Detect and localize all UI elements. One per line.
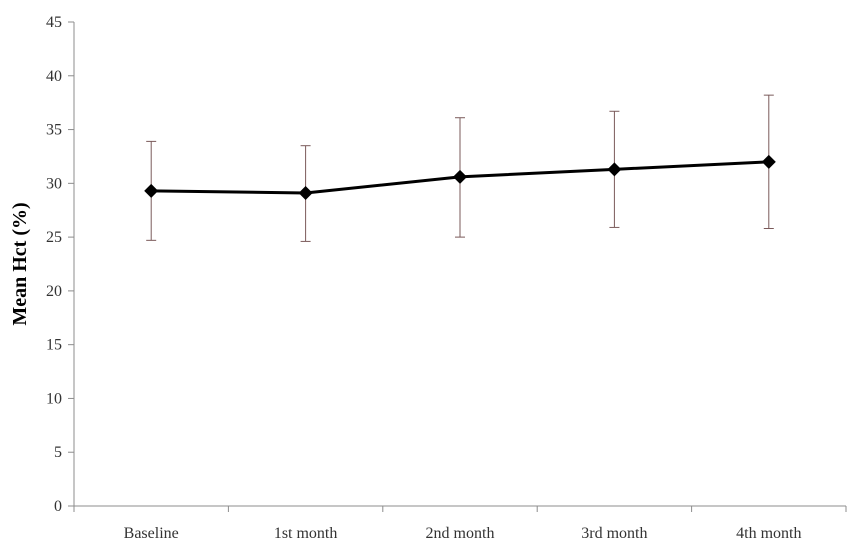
series-line — [144, 154, 776, 201]
data-point-marker — [761, 154, 776, 169]
x-tick-label: 1st month — [274, 525, 338, 542]
data-point-marker — [453, 169, 467, 184]
x-tick-label: 2nd month — [426, 525, 495, 542]
x-tick-label: 4th month — [736, 525, 801, 542]
y-axis: 0 5 10 15 20 25 30 35 40 45 — [46, 14, 75, 515]
y-tick-label: 30 — [46, 175, 62, 192]
y-tick-label: 15 — [46, 337, 62, 354]
y-tick-label: 35 — [46, 122, 62, 139]
y-tick-label: 5 — [54, 444, 62, 461]
data-point-marker — [607, 162, 622, 177]
x-tick-label: Baseline — [124, 525, 179, 542]
y-tick-label: 40 — [46, 68, 62, 85]
y-tick-label: 20 — [46, 283, 62, 300]
data-point-marker — [144, 183, 159, 198]
y-tick-label: 25 — [46, 229, 62, 246]
data-point-marker — [298, 186, 313, 201]
error-bars — [146, 94, 774, 242]
y-tick-label: 45 — [46, 14, 62, 31]
y-tick-label: 10 — [46, 390, 62, 407]
x-axis: Baseline 1st month 2nd month 3rd month 4th m… — [73, 505, 847, 542]
x-tick-label: 3rd month — [581, 525, 647, 542]
y-axis-label: Mean Hct (%) — [9, 202, 31, 325]
y-tick-label: 0 — [54, 498, 62, 515]
